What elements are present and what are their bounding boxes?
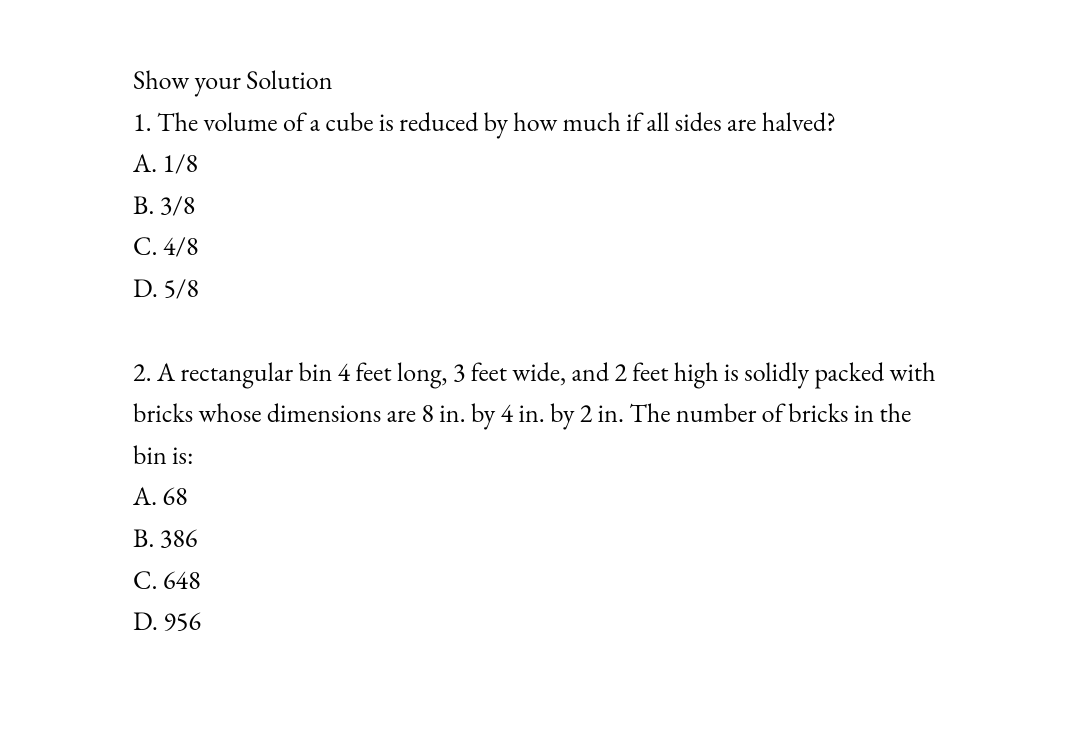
- question-2-option-b: B. 386: [133, 518, 950, 560]
- heading: Show your Solution: [133, 60, 950, 102]
- question-1-option-d-value: 5/8: [163, 271, 199, 305]
- question-1-text: 1. The volume of a cube is reduced by ho…: [133, 102, 950, 144]
- question-2-text: 2. A rectangular bin 4 feet long, 3 feet…: [133, 352, 950, 477]
- question-2-option-a: A. 68: [133, 476, 950, 518]
- question-1-body: The volume of a cube is reduced by how m…: [157, 105, 836, 139]
- question-2-option-b-value: 386: [160, 521, 198, 555]
- question-2-option-a-value: 68: [162, 479, 187, 513]
- question-1-option-a: A. 1/8: [133, 143, 950, 185]
- question-1-number: 1.: [133, 105, 152, 139]
- question-1: 1. The volume of a cube is reduced by ho…: [133, 102, 950, 310]
- question-1-option-c-value: 4/8: [163, 229, 199, 263]
- question-2-number: 2.: [133, 355, 152, 389]
- page-content: Show your Solution 1. The volume of a cu…: [0, 0, 1080, 643]
- question-1-option-d: D. 5/8: [133, 268, 950, 310]
- question-2-option-d-value: 956: [163, 604, 201, 638]
- question-2: 2. A rectangular bin 4 feet long, 3 feet…: [133, 352, 950, 643]
- question-2-body: A rectangular bin 4 feet long, 3 feet wi…: [133, 355, 936, 472]
- question-2-option-c: C. 648: [133, 560, 950, 602]
- question-1-option-b-value: 3/8: [160, 188, 196, 222]
- question-1-option-a-value: 1/8: [162, 146, 198, 180]
- question-2-option-c-value: 648: [163, 563, 201, 597]
- question-2-option-d: D. 956: [133, 601, 950, 643]
- question-1-option-b: B. 3/8: [133, 185, 950, 227]
- question-1-option-c: C. 4/8: [133, 226, 950, 268]
